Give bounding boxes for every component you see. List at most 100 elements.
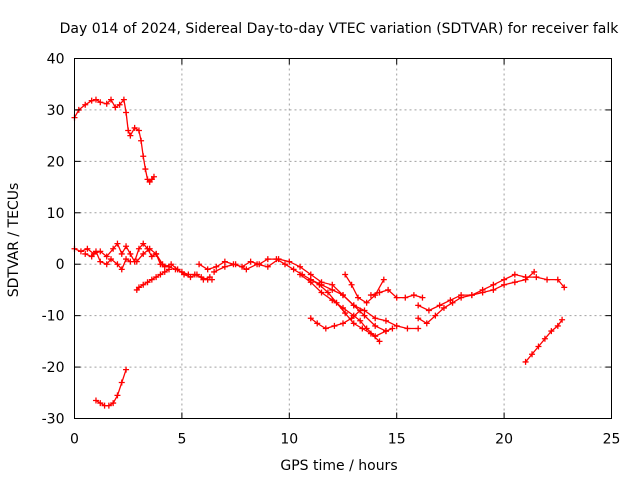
data-point bbox=[114, 240, 121, 247]
data-point bbox=[340, 292, 346, 299]
data-point bbox=[221, 258, 228, 265]
series-arc-2 bbox=[71, 240, 213, 283]
data-point bbox=[348, 281, 355, 288]
data-point bbox=[440, 304, 447, 311]
y-tick-label: 0 bbox=[56, 257, 65, 273]
data-point bbox=[161, 268, 168, 275]
data-point bbox=[559, 316, 566, 323]
data-point bbox=[254, 261, 261, 268]
data-point bbox=[350, 302, 357, 309]
data-point bbox=[84, 245, 91, 252]
data-point bbox=[77, 248, 84, 255]
y-tick-label: -30 bbox=[42, 412, 65, 428]
series-arc-10 bbox=[307, 276, 383, 345]
data-point bbox=[363, 299, 370, 306]
data-point bbox=[425, 307, 432, 314]
data-point bbox=[548, 328, 555, 335]
data-point bbox=[314, 320, 321, 327]
data-point bbox=[140, 240, 147, 247]
data-point bbox=[88, 253, 95, 260]
data-point bbox=[382, 328, 389, 335]
tick-layer: 0 5 10 15 20 25 -30 -20 -10 0 10 20 30 40 bbox=[42, 52, 621, 448]
data-point bbox=[118, 250, 125, 257]
data-point bbox=[208, 276, 215, 283]
data-point bbox=[135, 284, 142, 291]
y-tick-label: -10 bbox=[42, 309, 65, 325]
data-point bbox=[307, 315, 314, 322]
data-point bbox=[342, 271, 349, 278]
data-point bbox=[479, 289, 486, 296]
data-point bbox=[449, 299, 456, 306]
data-point bbox=[108, 256, 115, 263]
data-point bbox=[103, 100, 110, 107]
data-point bbox=[275, 256, 282, 263]
data-point bbox=[116, 101, 123, 108]
data-point bbox=[97, 400, 104, 407]
data-point bbox=[148, 253, 155, 260]
data-point bbox=[123, 243, 130, 250]
data-point bbox=[376, 338, 383, 345]
data-point bbox=[172, 266, 179, 273]
data-point bbox=[458, 294, 465, 301]
data-point bbox=[140, 250, 147, 257]
data-point bbox=[410, 292, 417, 299]
data-point bbox=[110, 400, 117, 407]
data-point bbox=[307, 276, 314, 283]
data-point bbox=[333, 299, 340, 306]
data-point bbox=[108, 96, 115, 103]
plot-frame bbox=[74, 58, 612, 419]
data-point bbox=[419, 294, 426, 301]
data-point bbox=[105, 402, 112, 409]
data-point bbox=[359, 325, 366, 332]
data-point bbox=[82, 101, 89, 108]
data-point bbox=[404, 325, 411, 332]
data-point bbox=[318, 289, 325, 296]
data-point bbox=[178, 268, 185, 275]
data-point bbox=[529, 351, 536, 358]
data-point bbox=[402, 294, 409, 301]
data-point bbox=[324, 289, 331, 296]
y-tick-label: 40 bbox=[47, 52, 65, 68]
data-point bbox=[125, 127, 132, 134]
data-point bbox=[112, 104, 119, 111]
data-point bbox=[148, 276, 155, 283]
data-point bbox=[372, 322, 379, 329]
data-point bbox=[340, 320, 346, 327]
data-point bbox=[142, 166, 149, 173]
data-point bbox=[153, 274, 160, 281]
data-point bbox=[561, 284, 568, 291]
series-trace bbox=[74, 242, 211, 281]
data-point bbox=[554, 276, 561, 283]
data-point bbox=[393, 294, 400, 301]
data-point bbox=[123, 366, 130, 373]
data-point bbox=[123, 109, 130, 116]
data-point bbox=[204, 266, 211, 273]
data-point bbox=[264, 256, 271, 263]
data-point bbox=[131, 124, 138, 131]
data-point bbox=[213, 263, 220, 270]
data-point bbox=[127, 250, 134, 257]
data-point bbox=[196, 261, 203, 268]
data-point bbox=[348, 315, 355, 322]
data-point bbox=[554, 322, 561, 329]
data-point bbox=[490, 286, 497, 293]
data-point bbox=[329, 286, 336, 293]
data-point bbox=[247, 258, 254, 265]
data-point bbox=[92, 397, 99, 404]
data-point bbox=[103, 261, 110, 268]
data-point bbox=[511, 271, 518, 278]
data-point bbox=[118, 379, 125, 386]
grid-layer bbox=[74, 58, 612, 419]
data-point bbox=[120, 96, 127, 103]
data-point bbox=[355, 294, 362, 301]
data-point bbox=[92, 96, 99, 103]
x-tick-label: 5 bbox=[177, 432, 186, 448]
data-point bbox=[367, 330, 374, 337]
data-point bbox=[329, 281, 336, 288]
data-point bbox=[123, 256, 130, 263]
data-point bbox=[535, 343, 542, 350]
data-point bbox=[92, 248, 99, 255]
data-point bbox=[138, 137, 145, 144]
data-point bbox=[198, 274, 205, 281]
data-point bbox=[297, 263, 304, 270]
